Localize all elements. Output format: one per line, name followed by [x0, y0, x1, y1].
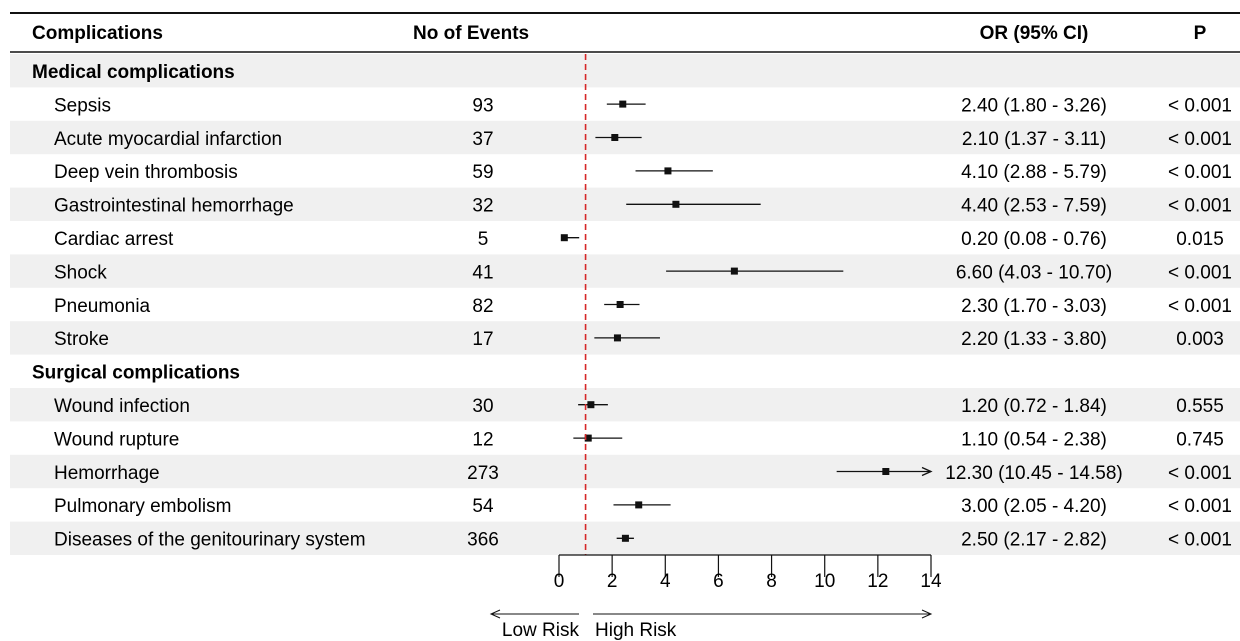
x-tick-label: 10 — [814, 571, 835, 592]
complication-label: Pneumonia — [54, 296, 151, 317]
x-tick-label: 0 — [554, 571, 565, 592]
complication-label: Shock — [54, 262, 107, 283]
complication-label: Diseases of the genitourinary system — [54, 530, 366, 551]
high-risk-arrowhead — [921, 609, 933, 619]
or-ci-value: 4.40 (2.53 - 7.59) — [961, 196, 1107, 217]
or-ci-value: 2.20 (1.33 - 3.80) — [961, 329, 1107, 350]
complication-label: Gastrointestinal hemorrhage — [54, 196, 294, 217]
or-ci-value: 1.10 (0.54 - 2.38) — [961, 429, 1107, 450]
complication-label: Acute myocardial infarction — [54, 129, 282, 150]
p-value: 0.015 — [1176, 229, 1224, 250]
or-ci-value: 4.10 (2.88 - 5.79) — [961, 162, 1107, 183]
events-value: 273 — [467, 463, 499, 484]
p-value: 0.555 — [1176, 396, 1224, 417]
group-header: Surgical complications — [32, 363, 240, 384]
events-value: 54 — [472, 496, 494, 517]
header-complications: Complications — [32, 23, 163, 44]
or-point — [587, 401, 595, 409]
p-value: < 0.001 — [1168, 95, 1232, 116]
events-value: 12 — [472, 429, 493, 450]
or-ci-value: 12.30 (10.45 - 14.58) — [945, 463, 1122, 484]
low-risk-label: Low Risk — [502, 620, 580, 641]
events-value: 59 — [472, 162, 493, 183]
row-stripe — [10, 54, 1240, 88]
or-ci-value: 2.40 (1.80 - 3.26) — [961, 95, 1107, 116]
or-point — [560, 234, 568, 242]
events-value: 17 — [472, 329, 493, 350]
x-tick-label: 14 — [920, 571, 942, 592]
complication-label: Wound rupture — [54, 429, 179, 450]
plot-marks — [560, 54, 933, 555]
p-value: < 0.001 — [1168, 496, 1232, 517]
x-tick-label: 2 — [607, 571, 618, 592]
complication-label: Pulmonary embolism — [54, 496, 231, 517]
x-axis: 0 2 4 6 8 10 12 14 — [554, 554, 942, 592]
p-value: < 0.001 — [1168, 129, 1232, 150]
or-point — [882, 468, 890, 475]
row-stripe — [10, 388, 1240, 422]
or-ci-value: 2.10 (1.37 - 3.11) — [962, 129, 1106, 150]
or-point — [584, 434, 592, 442]
p-value: < 0.001 — [1168, 262, 1232, 283]
or-ci-value: 2.30 (1.70 - 3.03) — [961, 296, 1107, 317]
or-point — [672, 200, 680, 208]
complication-label: Stroke — [54, 329, 109, 350]
header-or: OR (95% CI) — [980, 23, 1089, 44]
or-point — [611, 134, 619, 141]
or-point — [616, 301, 624, 308]
or-ci-value: 0.20 (0.08 - 0.76) — [961, 229, 1107, 250]
events-value: 366 — [467, 530, 499, 551]
or-ci-value: 2.50 (2.17 - 2.82) — [961, 530, 1107, 551]
or-point — [730, 267, 738, 275]
complication-label: Hemorrhage — [54, 463, 160, 484]
p-value: 0.003 — [1176, 329, 1224, 350]
complication-label: Wound infection — [54, 396, 190, 417]
events-value: 30 — [472, 396, 493, 417]
p-value: < 0.001 — [1168, 196, 1232, 217]
events-value: 37 — [472, 129, 493, 150]
ci-arrowhead — [921, 466, 933, 477]
or-point — [621, 534, 629, 542]
complication-label: Deep vein thrombosis — [54, 162, 238, 183]
or-point — [635, 501, 643, 509]
or-point — [619, 100, 627, 108]
or-point — [613, 334, 621, 342]
row-stripe — [10, 187, 1240, 221]
or-ci-value: 1.20 (0.72 - 1.84) — [961, 396, 1107, 417]
events-value: 32 — [472, 196, 493, 217]
p-value: < 0.001 — [1168, 463, 1232, 484]
group-header: Medical complications — [32, 62, 235, 83]
events-value: 93 — [472, 95, 493, 116]
row-stripe — [10, 454, 1240, 489]
high-risk-label: High Risk — [595, 620, 677, 641]
row-stripe — [10, 254, 1240, 288]
events-value: 41 — [472, 262, 493, 283]
or-ci-value: 6.60 (4.03 - 10.70) — [956, 262, 1112, 283]
table-rows: Medical complications Sepsis 93 2.40 (1.80 … — [32, 62, 1232, 551]
p-value: < 0.001 — [1168, 162, 1232, 183]
risk-arrows: Low Risk High Risk — [489, 609, 933, 641]
x-tick-label: 4 — [660, 571, 671, 592]
or-ci-value: 3.00 (2.05 - 4.20) — [961, 496, 1107, 517]
or-point — [664, 167, 672, 175]
events-value: 5 — [478, 229, 489, 250]
p-value: 0.745 — [1176, 429, 1224, 450]
p-value: < 0.001 — [1168, 530, 1232, 551]
header-p: P — [1194, 23, 1207, 44]
p-value: < 0.001 — [1168, 296, 1232, 317]
events-value: 82 — [472, 296, 493, 317]
x-tick-label: 6 — [713, 571, 724, 592]
complication-label: Sepsis — [54, 95, 111, 116]
low-risk-arrowhead — [489, 609, 501, 619]
x-tick-label: 8 — [766, 571, 777, 592]
x-tick-label: 12 — [867, 571, 888, 592]
header-events: No of Events — [413, 23, 529, 44]
complication-label: Cardiac arrest — [54, 229, 174, 250]
